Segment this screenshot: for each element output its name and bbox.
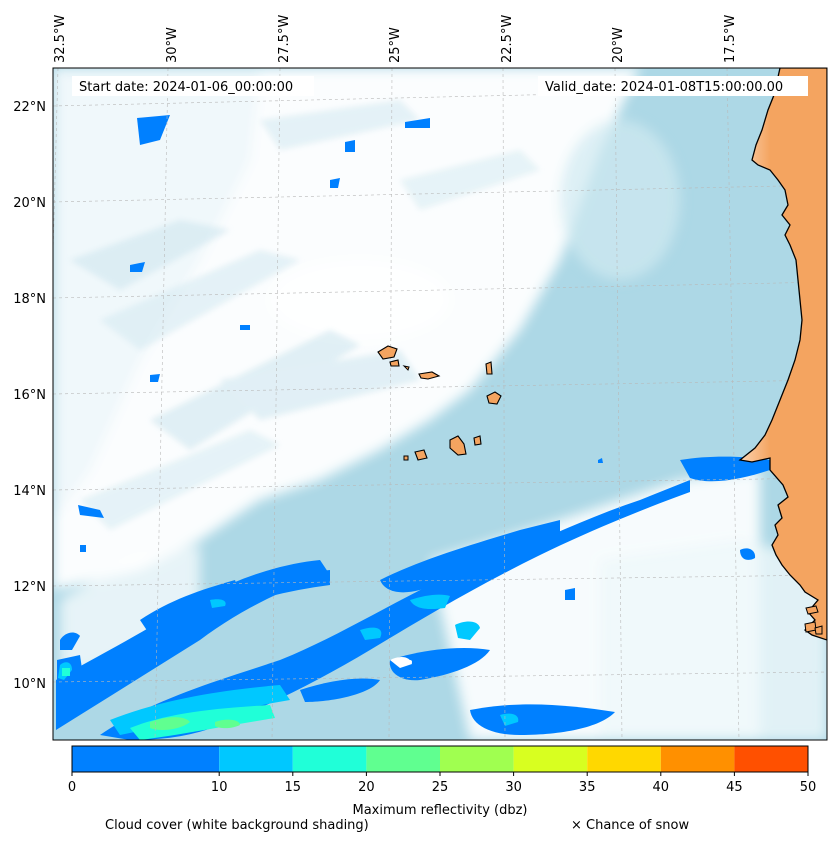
colorbar-tick-label: 40: [653, 780, 670, 795]
lat-label: 14°N: [13, 484, 46, 499]
longitude-labels: 32.5°W 30°W 27.5°W 25°W 22.5°W 20°W 17.5…: [53, 15, 738, 63]
colorbar-tick-label: 25: [432, 780, 449, 795]
colorbar-tick-label: 30: [505, 780, 522, 795]
colorbar-swatch: [219, 746, 293, 772]
island-bijagos-3: [814, 625, 823, 635]
snow-note: × Chance of snow: [571, 818, 690, 833]
valid-date-box: [538, 76, 808, 96]
colorbar-ticks: 0 10 15 20 25 30 35 40 45 50: [68, 772, 816, 795]
lon-label: 27.5°W: [277, 15, 292, 63]
lat-label: 10°N: [13, 677, 46, 692]
colorbar-swatch: [72, 746, 220, 772]
lon-label: 20°W: [611, 27, 626, 63]
colorbar-tick-label: 50: [800, 780, 817, 795]
start-date-box: [72, 76, 314, 96]
colorbar-title: Maximum reflectivity (dbz): [353, 803, 528, 818]
lat-label: 22°N: [13, 100, 46, 115]
island-santiago: [449, 435, 467, 456]
map-frame: [52, 67, 828, 741]
lon-label: 17.5°W: [723, 15, 738, 63]
island-fogo: [414, 449, 428, 461]
island-bijagos-1: [805, 605, 819, 615]
island-santa-luzia: [402, 365, 410, 371]
island-santo-antao: [377, 345, 398, 360]
lon-label: 32.5°W: [53, 15, 68, 63]
lat-label: 20°N: [13, 196, 46, 211]
colorbar-tick-label: 10: [211, 780, 228, 795]
colorbar-tick-label: 15: [285, 780, 302, 795]
island-boa-vista: [486, 391, 502, 405]
island-maio: [473, 435, 482, 446]
cloud-texture: [70, 100, 540, 530]
gridlines: [53, 68, 827, 740]
colorbar: 0 10 15 20 25 30 35 40 45 50 Maximum reflectivity…: [68, 745, 816, 818]
lon-label: 25°W: [388, 27, 403, 63]
start-date-label: Start date: 2024-01-06_00:00:00: [79, 80, 293, 95]
colorbar-tick-label: 20: [358, 780, 375, 795]
colorbar-swatch: [366, 746, 440, 772]
land: [377, 68, 827, 641]
africa-coast: [738, 68, 827, 641]
lat-label: 16°N: [13, 388, 46, 403]
map-area: Start date: 2024-01-06_00:00:00 Valid_da…: [53, 68, 827, 740]
island-sal: [485, 361, 493, 375]
latitude-labels: 22°N 20°N 18°N 16°N 14°N 12°N 10°N: [13, 100, 46, 692]
island-sao-nicolau: [418, 371, 441, 380]
colorbar-swatch: [734, 746, 808, 772]
island-brava: [403, 455, 409, 461]
colorbar-swatch: [513, 746, 588, 772]
lat-label: 18°N: [13, 292, 46, 307]
colorbar-tick-label: 45: [726, 780, 743, 795]
colorbar-tick-label: 0: [68, 780, 76, 795]
lon-label: 22.5°W: [500, 15, 515, 63]
lon-label: 30°W: [165, 27, 180, 63]
lat-label: 12°N: [13, 580, 46, 595]
colorbar-swatch: [660, 746, 735, 772]
valid-date-label: Valid_date: 2024-01-08T15:00:00.00: [545, 80, 783, 95]
colorbar-swatch: [587, 746, 661, 772]
island-bijagos-2: [804, 621, 817, 633]
cloud-cover-note: Cloud cover (white background shading): [105, 818, 369, 833]
colorbar-swatch: [440, 746, 514, 772]
reflectivity-areas: [56, 115, 770, 740]
colorbar-swatch: [292, 746, 367, 772]
island-sao-vicente: [389, 359, 400, 367]
colorbar-tick-label: 35: [579, 780, 596, 795]
colorbar-swatches: [72, 746, 808, 772]
